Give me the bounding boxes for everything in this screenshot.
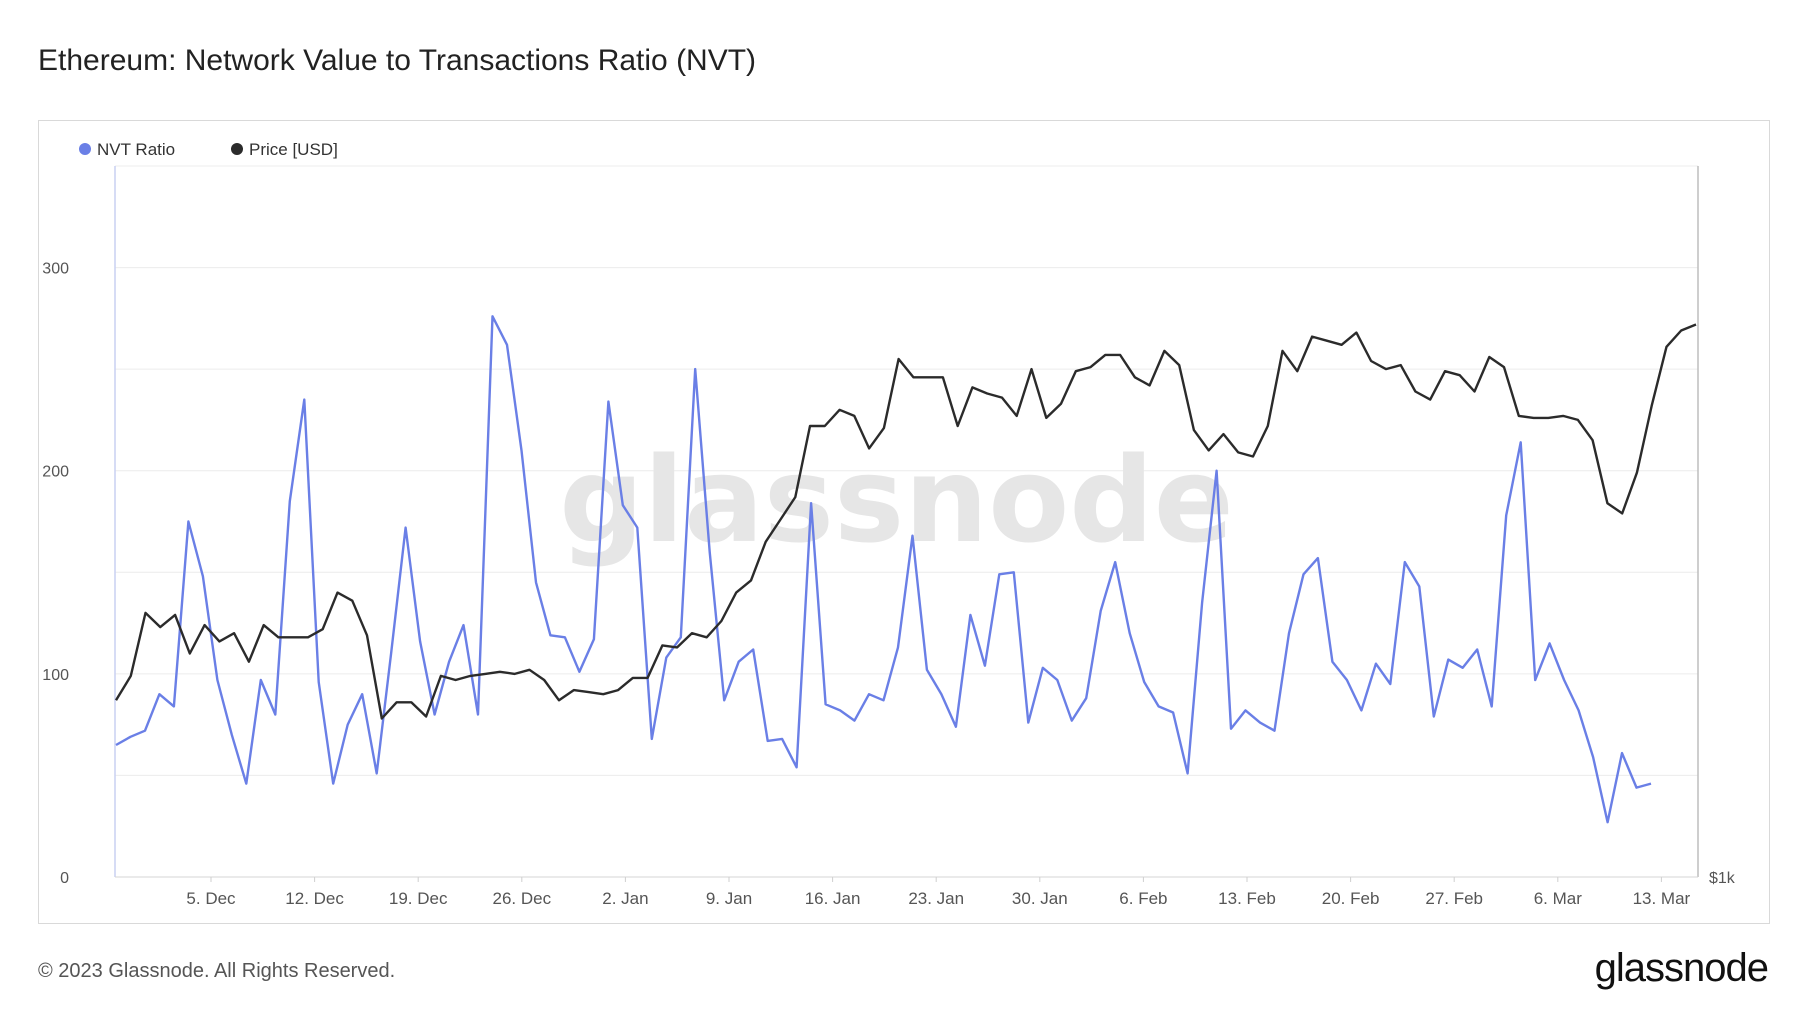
x-tick-label: 27. Feb [1425, 889, 1483, 908]
x-tick-label: 30. Jan [1012, 889, 1068, 908]
x-tick-label: 2. Jan [602, 889, 648, 908]
chart-frame: glassnode 0 100 200 300 $1k 5. Dec 12. Dec 19. D… [38, 120, 1770, 924]
x-tick-label: 6. Feb [1119, 889, 1167, 908]
page-title: Ethereum: Network Value to Transactions … [38, 44, 757, 77]
copyright-text: © 2023 Glassnode. All Rights Reserved. [38, 960, 396, 982]
x-tick-label: 6. Mar [1534, 889, 1583, 908]
line-chart: glassnode 0 100 200 300 $1k 5. Dec 12. Dec 19. D… [42, 140, 1736, 908]
glassnode-logo: glassnode [1594, 946, 1769, 990]
x-tick-label: 9. Jan [706, 889, 752, 908]
x-tick-label: 26. Dec [493, 889, 552, 908]
y-tick-label: 200 [42, 464, 69, 481]
x-tick-label: 13. Feb [1218, 889, 1276, 908]
x-tick-label: 12. Dec [285, 889, 344, 908]
legend-price-marker[interactable] [231, 143, 243, 155]
nvt-ratio-line [115, 315, 1652, 824]
price-line [114, 323, 1697, 720]
legend-price-label[interactable]: Price [USD] [249, 140, 338, 159]
x-tick-label: 5. Dec [186, 889, 236, 908]
y-tick-label: 100 [42, 667, 69, 684]
legend-nvt-label[interactable]: NVT Ratio [97, 140, 175, 159]
x-tick-label: 16. Jan [805, 889, 861, 908]
y-tick-label: 300 [42, 261, 69, 278]
x-tick-label: 19. Dec [389, 889, 448, 908]
x-tick-label: 20. Feb [1322, 889, 1380, 908]
watermark: glassnode [559, 431, 1234, 569]
y-right-tick-label: $1k [1709, 870, 1736, 887]
x-tick-label: 13. Mar [1633, 889, 1691, 908]
x-tick-label: 23. Jan [908, 889, 964, 908]
legend-nvt-marker[interactable] [79, 143, 91, 155]
y-tick-label: 0 [60, 870, 69, 887]
